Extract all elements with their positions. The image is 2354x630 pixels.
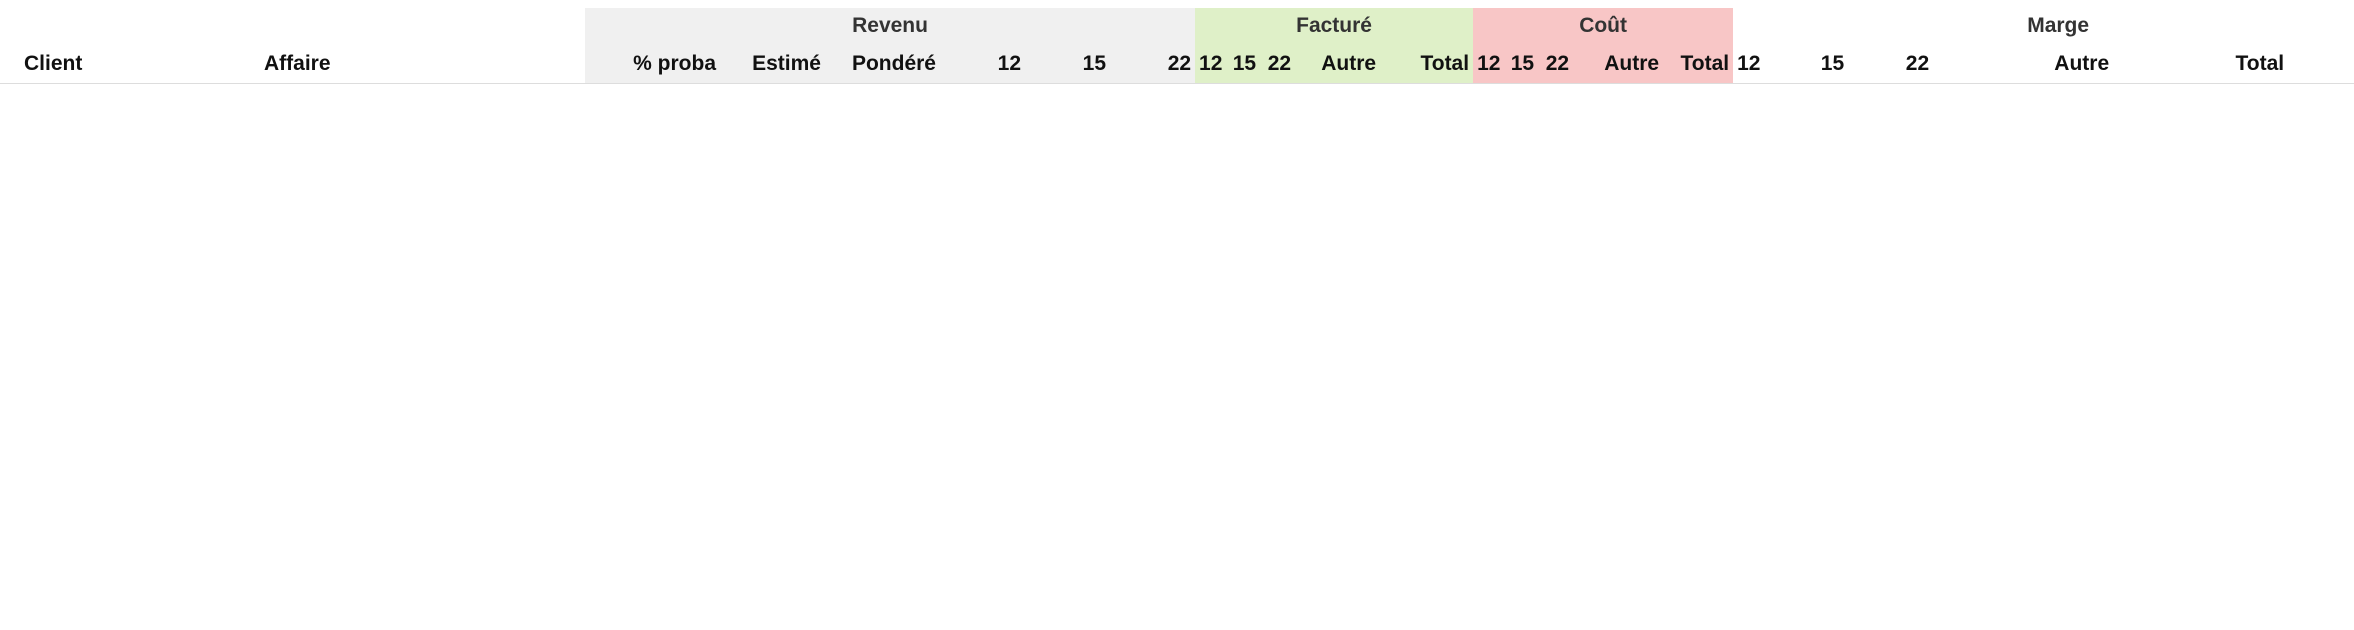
col-rev-15[interactable]: 15 bbox=[1025, 44, 1110, 84]
col-fac-12[interactable]: 12 bbox=[1195, 44, 1226, 84]
financial-table: Revenu Facturé Coût Marge Client Affaire… bbox=[0, 8, 2354, 84]
group-cout: Coût bbox=[1473, 8, 1734, 44]
col-fac-15[interactable]: 15 bbox=[1225, 44, 1261, 84]
col-cout-autre[interactable]: Autre bbox=[1573, 44, 1664, 84]
col-marge-total[interactable]: Total bbox=[2198, 44, 2289, 84]
col-marge-autre[interactable]: Autre bbox=[1983, 44, 2114, 84]
col-cout-total[interactable]: Total bbox=[1663, 44, 1734, 84]
col-client[interactable]: Client bbox=[0, 44, 240, 84]
column-header-row: Client Affaire % proba Estimé Pondéré 12… bbox=[0, 44, 2354, 84]
col-marge-12[interactable]: 12 bbox=[1733, 44, 1764, 84]
col-cout-12[interactable]: 12 bbox=[1473, 44, 1504, 84]
group-facture: Facturé bbox=[1195, 8, 1474, 44]
col-marge-22[interactable]: 22 bbox=[1898, 44, 1934, 84]
col-estime[interactable]: Estimé bbox=[720, 44, 825, 84]
col-affaire[interactable]: Affaire bbox=[240, 44, 585, 84]
col-marge-15[interactable]: 15 bbox=[1813, 44, 1849, 84]
col-fac-total[interactable]: Total bbox=[1380, 44, 1474, 84]
col-rev-22[interactable]: 22 bbox=[1110, 44, 1196, 84]
group-marge: Marge bbox=[2027, 14, 2090, 37]
col-pondere[interactable]: Pondéré bbox=[825, 44, 940, 84]
group-header-row: Revenu Facturé Coût Marge bbox=[0, 8, 2354, 44]
col-fac-autre[interactable]: Autre bbox=[1295, 44, 1381, 84]
col-fac-22[interactable]: 22 bbox=[1260, 44, 1296, 84]
col-rev-12[interactable]: 12 bbox=[940, 44, 1025, 84]
col-cout-22[interactable]: 22 bbox=[1538, 44, 1574, 84]
col-cout-15[interactable]: 15 bbox=[1503, 44, 1539, 84]
group-revenu: Revenu bbox=[585, 8, 1196, 44]
col-proba[interactable]: % proba bbox=[585, 44, 720, 84]
